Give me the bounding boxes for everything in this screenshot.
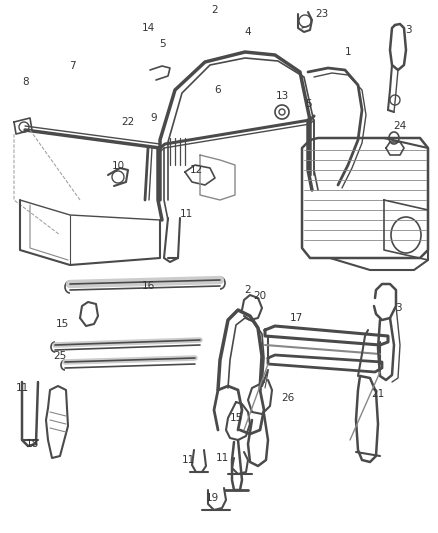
Text: 11: 11 bbox=[181, 455, 194, 465]
Text: 16: 16 bbox=[141, 281, 155, 291]
Text: 15: 15 bbox=[230, 413, 243, 423]
Text: 5: 5 bbox=[305, 99, 311, 109]
Text: 11: 11 bbox=[180, 209, 193, 219]
Text: 17: 17 bbox=[290, 313, 303, 323]
Text: 24: 24 bbox=[393, 121, 406, 131]
Text: 21: 21 bbox=[371, 389, 385, 399]
Text: 20: 20 bbox=[254, 291, 267, 301]
Text: 22: 22 bbox=[121, 117, 134, 127]
Text: 4: 4 bbox=[245, 27, 251, 37]
Text: 13: 13 bbox=[276, 91, 289, 101]
Text: 6: 6 bbox=[215, 85, 221, 95]
Text: 25: 25 bbox=[53, 351, 67, 361]
Text: 1: 1 bbox=[345, 47, 351, 57]
Text: 7: 7 bbox=[69, 61, 75, 71]
Text: 10: 10 bbox=[111, 161, 124, 171]
Text: 2: 2 bbox=[245, 285, 251, 295]
Text: 26: 26 bbox=[281, 393, 295, 403]
Text: 3: 3 bbox=[405, 25, 411, 35]
Text: 5: 5 bbox=[159, 39, 165, 49]
Text: 19: 19 bbox=[205, 493, 219, 503]
Text: 8: 8 bbox=[23, 77, 29, 87]
Text: 3: 3 bbox=[395, 303, 401, 313]
Text: 14: 14 bbox=[141, 23, 155, 33]
Text: 23: 23 bbox=[315, 9, 328, 19]
Text: 9: 9 bbox=[151, 113, 157, 123]
Text: 11: 11 bbox=[15, 383, 28, 393]
Text: 12: 12 bbox=[189, 165, 203, 175]
Text: 18: 18 bbox=[25, 439, 39, 449]
Text: 15: 15 bbox=[55, 319, 69, 329]
Text: 11: 11 bbox=[215, 453, 229, 463]
Text: 2: 2 bbox=[212, 5, 218, 15]
